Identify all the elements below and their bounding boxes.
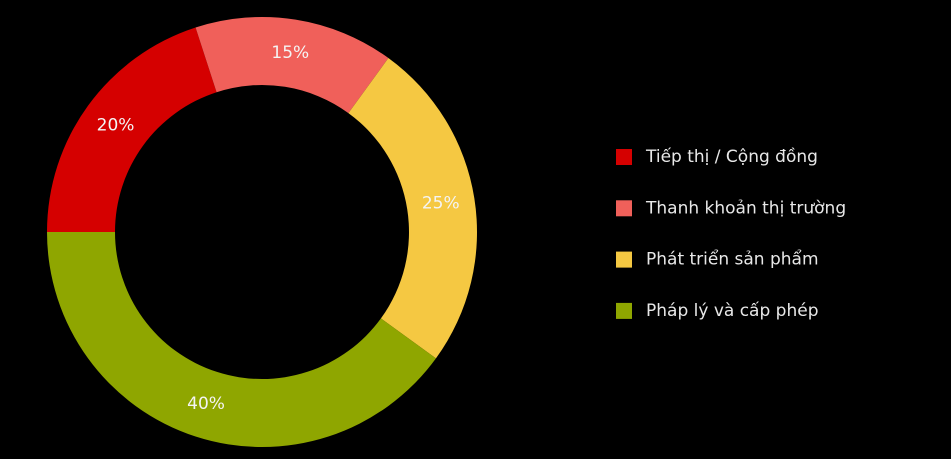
legend-label: Tiếp thị / Cộng đồng: [645, 146, 818, 167]
donut-slice: [47, 27, 217, 233]
donut-slice: [348, 58, 478, 359]
value-label: 20%: [97, 116, 135, 136]
legend-swatch: [616, 251, 632, 268]
donut-slice: [47, 232, 436, 448]
value-label: 40%: [187, 394, 225, 414]
legend-label: Pháp lý và cấp phép: [646, 300, 818, 321]
legend-label: Phát triển sản phẩm: [646, 249, 819, 270]
legend-label: Thanh khoản thị trường: [645, 198, 846, 218]
value-label: 25%: [422, 194, 460, 214]
value-label: 15%: [271, 43, 309, 63]
legend-swatch: [616, 200, 632, 217]
donut-slice: [195, 17, 389, 114]
legend-swatch: [616, 149, 632, 165]
legend-swatch: [616, 302, 632, 319]
